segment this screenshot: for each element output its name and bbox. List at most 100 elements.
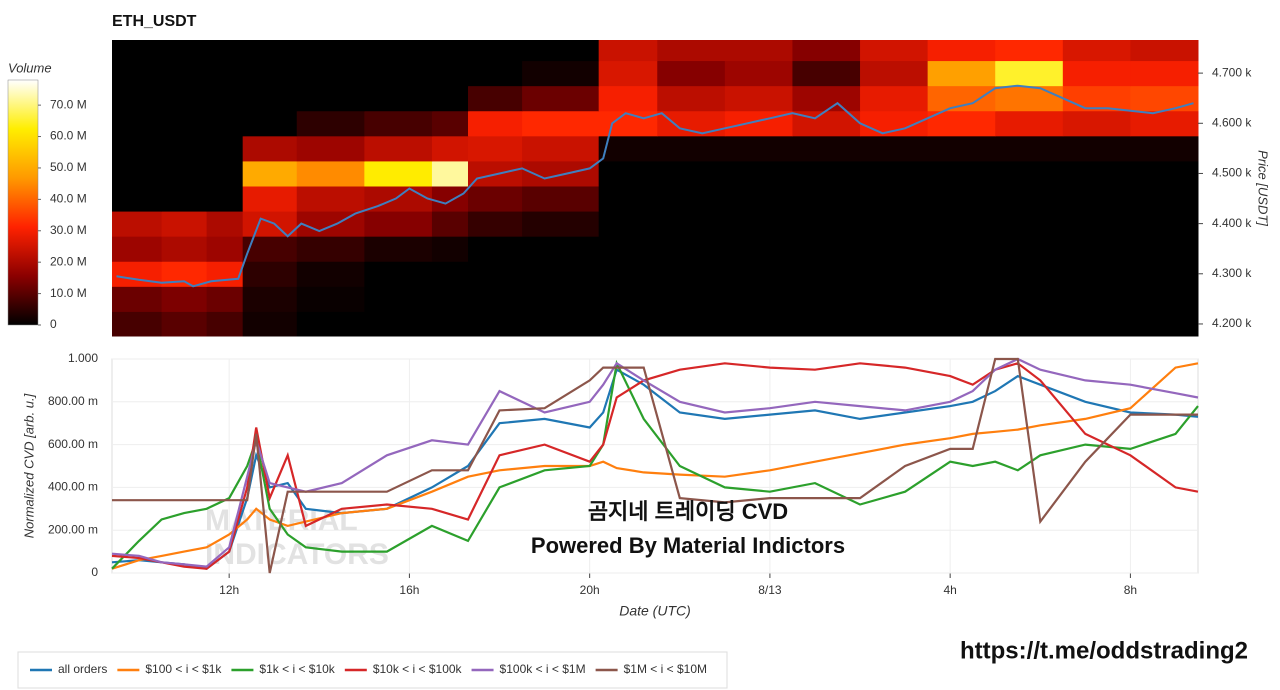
heatmap-cell <box>467 60 523 87</box>
heatmap-cell <box>522 60 600 87</box>
heatmap-cell <box>431 60 469 87</box>
heatmap-cell <box>995 40 1064 62</box>
heatmap-cell <box>1062 211 1131 237</box>
heatmap-cell <box>724 40 793 62</box>
heatmap-cell <box>860 160 929 187</box>
heatmap-cell <box>598 160 658 187</box>
y-tick-label: 4.600 k <box>1212 115 1252 129</box>
heatmap-cell <box>296 85 365 112</box>
heatmap-cell <box>1130 85 1199 112</box>
heatmap-cell <box>161 236 208 262</box>
heatmap-cell <box>860 261 929 287</box>
heatmap-cell <box>364 85 433 112</box>
heatmap-cell <box>112 261 163 287</box>
heatmap-cell <box>1062 110 1131 137</box>
y-tick-label: 4.400 k <box>1212 216 1252 230</box>
heatmap-cell <box>242 311 298 337</box>
heatmap-cell <box>995 261 1064 287</box>
heatmap-cell <box>927 286 996 312</box>
heatmap-cell <box>927 261 996 287</box>
heatmap-cell <box>1130 135 1199 162</box>
heatmap-cell <box>364 261 433 287</box>
colorbar-tick-label: 20.0 M <box>50 254 87 268</box>
heatmap-cell <box>792 286 861 312</box>
y-tick-label: 4.200 k <box>1212 316 1252 330</box>
heatmap-cell <box>792 135 861 162</box>
heatmap-cell <box>242 261 298 287</box>
heatmap-cell <box>296 110 365 137</box>
heatmap-cell <box>206 60 244 87</box>
heatmap-cell <box>927 60 996 87</box>
heatmap-cell <box>364 211 433 237</box>
heatmap-cell <box>112 160 163 187</box>
heatmap-cell <box>860 40 929 62</box>
heatmap-cell <box>995 311 1064 337</box>
heatmap-cell <box>724 286 793 312</box>
y-tick-label: 4.700 k <box>1212 65 1252 79</box>
legend-label: $100 < i < $1k <box>145 662 222 676</box>
heatmap-cell <box>364 160 433 187</box>
y-tick-label: 4.300 k <box>1212 266 1252 280</box>
x-tick-label: 20h <box>580 583 600 597</box>
heatmap-cell <box>431 311 469 337</box>
heatmap-cell <box>467 110 523 137</box>
heatmap-cell <box>927 160 996 187</box>
heatmap-cell <box>431 261 469 287</box>
heatmap-cell <box>112 85 163 112</box>
heatmap-cell <box>364 286 433 312</box>
heatmap-cell <box>364 311 433 337</box>
heatmap-cell <box>206 261 244 287</box>
heatmap-cell <box>657 110 726 137</box>
heatmap-cell <box>1130 110 1199 137</box>
legend-label: all orders <box>58 662 107 676</box>
heatmap-cell <box>296 185 365 212</box>
heatmap-cell <box>467 236 523 262</box>
heatmap-cell <box>724 261 793 287</box>
link-text: https://t.me/oddstrading2 <box>960 637 1248 664</box>
heatmap-cell <box>860 211 929 237</box>
legend-label: $1k < i < $10k <box>259 662 335 676</box>
heatmap-cell <box>724 311 793 337</box>
heatmap-cell <box>296 160 365 187</box>
heatmap-cell <box>995 236 1064 262</box>
heatmap-cell <box>995 211 1064 237</box>
heatmap-cell <box>792 311 861 337</box>
heatmap-cell <box>995 110 1064 137</box>
heatmap-cell <box>467 40 523 62</box>
cvd-line <box>111 359 1199 570</box>
heatmap-cell <box>657 135 726 162</box>
cvd-line <box>111 368 1199 570</box>
heatmap-cell <box>431 135 469 162</box>
heatmap-cell <box>1130 261 1199 287</box>
heatmap-cell <box>206 85 244 112</box>
heatmap-cell <box>467 286 523 312</box>
heatmap-cell <box>161 60 208 87</box>
heatmap-cell <box>927 311 996 337</box>
heatmap-cell <box>1062 85 1131 112</box>
heatmap-cell <box>296 40 365 62</box>
heatmap-cell <box>1062 135 1131 162</box>
heatmap-cell <box>206 135 244 162</box>
heatmap-cell <box>1130 60 1199 87</box>
heatmap-cell <box>792 236 861 262</box>
heatmap-cell <box>657 236 726 262</box>
heatmap-cell <box>242 40 298 62</box>
colorbar-tick-label: 50.0 M <box>50 160 87 174</box>
heatmap-cell <box>431 110 469 137</box>
heatmap-cell <box>242 236 298 262</box>
heatmap-cell <box>161 160 208 187</box>
heatmap-cell <box>467 211 523 237</box>
heatmap-cell <box>657 211 726 237</box>
heatmap-cell <box>724 135 793 162</box>
watermark: INDICATORS <box>205 538 389 571</box>
heatmap-cell <box>112 135 163 162</box>
heatmap-cell <box>364 236 433 262</box>
heatmap-cell <box>364 40 433 62</box>
price-line <box>116 84 1194 288</box>
annotation: 곰지네 트레이딩 CVD <box>588 499 788 524</box>
y-axis-title: Price [USDT] <box>1256 150 1271 226</box>
heatmap-cell <box>995 286 1064 312</box>
heatmap-cell <box>431 211 469 237</box>
